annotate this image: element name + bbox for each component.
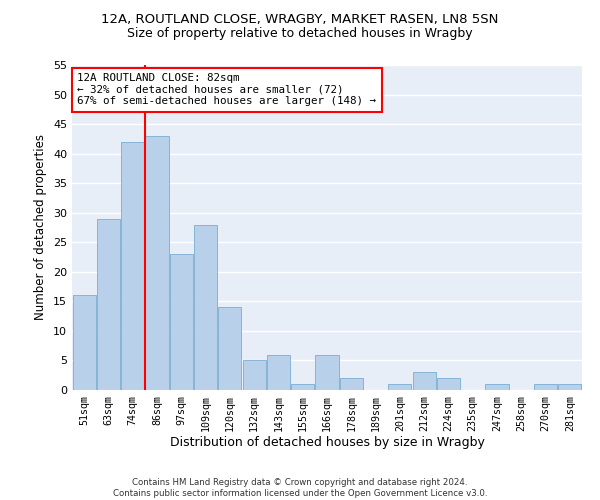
Text: Size of property relative to detached houses in Wragby: Size of property relative to detached ho… [127, 28, 473, 40]
Bar [194, 224, 217, 390]
Bar [534, 384, 557, 390]
Text: 12A ROUTLAND CLOSE: 82sqm
← 32% of detached houses are smaller (72)
67% of semi-: 12A ROUTLAND CLOSE: 82sqm ← 32% of detac… [77, 73, 376, 106]
Bar [316, 354, 338, 390]
Text: Contains HM Land Registry data © Crown copyright and database right 2024.
Contai: Contains HM Land Registry data © Crown c… [113, 478, 487, 498]
Bar [121, 142, 144, 390]
Bar [485, 384, 509, 390]
Bar [145, 136, 169, 390]
Bar [388, 384, 412, 390]
Bar [559, 384, 581, 390]
Y-axis label: Number of detached properties: Number of detached properties [34, 134, 47, 320]
Bar [413, 372, 436, 390]
Bar [242, 360, 266, 390]
Bar [437, 378, 460, 390]
X-axis label: Distribution of detached houses by size in Wragby: Distribution of detached houses by size … [170, 436, 484, 450]
Bar [73, 296, 95, 390]
Bar [267, 354, 290, 390]
Bar [218, 308, 241, 390]
Bar [170, 254, 193, 390]
Text: 12A, ROUTLAND CLOSE, WRAGBY, MARKET RASEN, LN8 5SN: 12A, ROUTLAND CLOSE, WRAGBY, MARKET RASE… [101, 12, 499, 26]
Bar [340, 378, 363, 390]
Bar [291, 384, 314, 390]
Bar [97, 218, 120, 390]
